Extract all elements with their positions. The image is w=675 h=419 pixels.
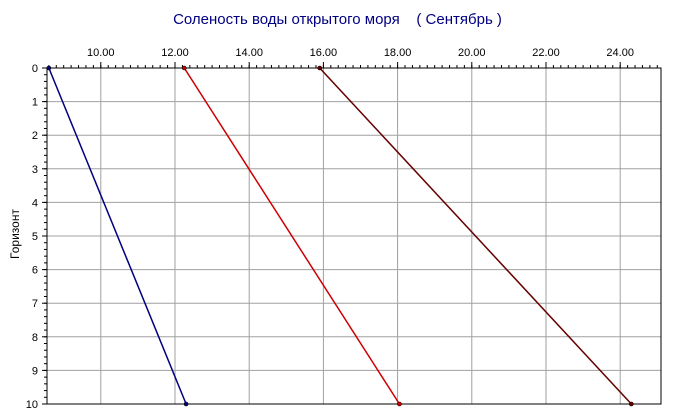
- y-tick-label: 4: [32, 197, 38, 209]
- series-point-3: [629, 401, 634, 407]
- y-tick-label: 10: [26, 399, 38, 411]
- y-tick-label: 7: [32, 298, 38, 310]
- series-point-1: [46, 65, 52, 71]
- x-tick-label: 24.00: [606, 47, 634, 59]
- series-point-1: [183, 401, 189, 407]
- series-point-3: [317, 65, 322, 71]
- y-tick-label: 2: [32, 130, 38, 142]
- y-tick-label: 8: [32, 332, 38, 344]
- x-tick-label: 16.00: [310, 47, 338, 59]
- x-tick-label: 18.00: [384, 47, 412, 59]
- plot-border: [46, 67, 662, 405]
- series-line-2: [183, 67, 401, 405]
- x-tick-label: 12.00: [161, 47, 189, 59]
- x-tick-label: 10.00: [87, 47, 115, 59]
- series-point-2: [397, 401, 402, 407]
- series-point-2: [181, 65, 187, 71]
- series-line-1: [48, 67, 187, 405]
- y-tick-label: 9: [32, 365, 38, 377]
- x-tick-label: 22.00: [532, 47, 560, 59]
- y-tick-label: 3: [32, 164, 38, 176]
- chart-title: Соленость воды открытого моря ( Сентябрь…: [173, 11, 502, 28]
- y-tick-label: 5: [32, 231, 38, 243]
- series-line-3: [319, 67, 632, 405]
- y-tick-label: 6: [32, 265, 38, 277]
- y-tick-label: 0: [32, 63, 38, 75]
- x-tick-label: 20.00: [458, 47, 486, 59]
- x-tick-label: 14.00: [235, 47, 263, 59]
- y-tick-label: 1: [32, 97, 38, 109]
